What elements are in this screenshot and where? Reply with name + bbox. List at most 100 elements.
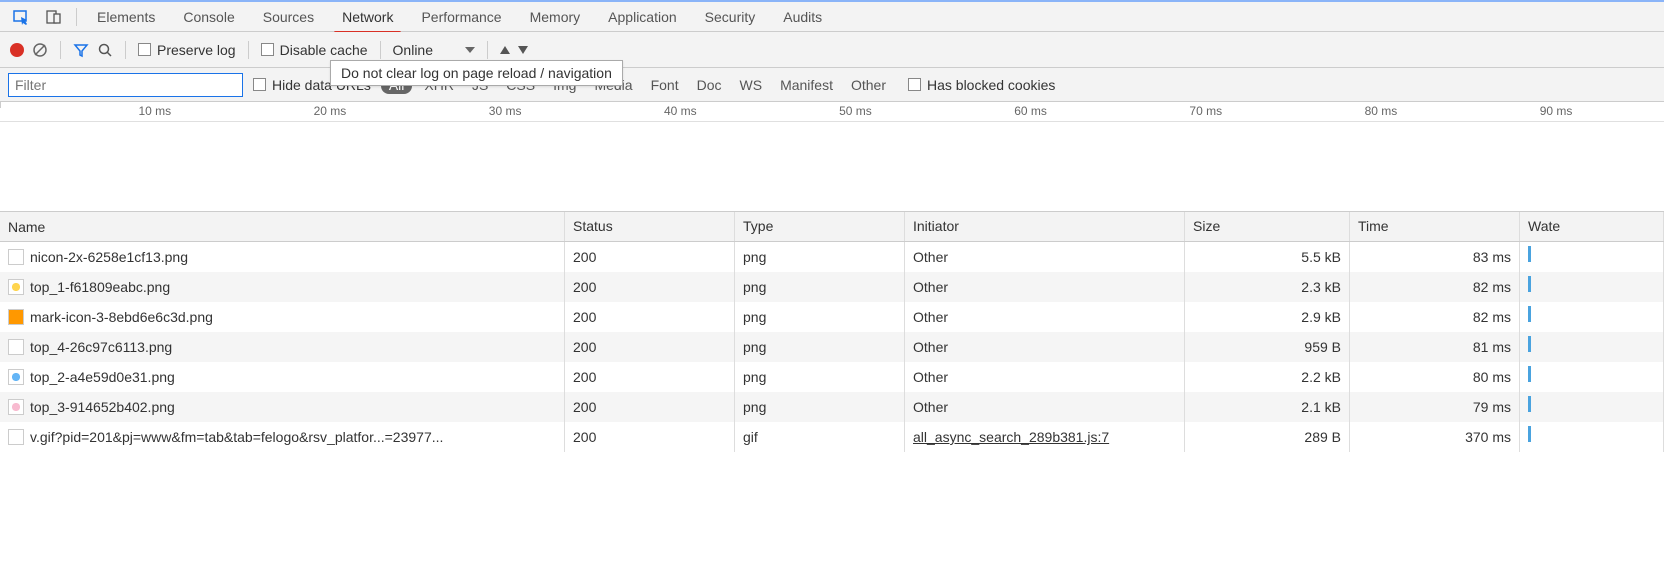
- request-size: 289 B: [1185, 422, 1350, 452]
- throttling-select[interactable]: Online: [393, 42, 475, 58]
- request-time: 370 ms: [1350, 422, 1520, 452]
- request-size: 5.5 kB: [1185, 242, 1350, 272]
- column-size[interactable]: Size: [1185, 212, 1350, 241]
- tab-sources[interactable]: Sources: [249, 1, 328, 33]
- chevron-down-icon: [465, 47, 475, 53]
- request-status: 200: [565, 302, 735, 332]
- clear-button[interactable]: [32, 42, 48, 58]
- request-status: 200: [565, 422, 735, 452]
- has-blocked-cookies-checkbox[interactable]: Has blocked cookies: [908, 77, 1055, 93]
- request-initiator: Other: [905, 242, 1185, 272]
- request-initiator: Other: [905, 332, 1185, 362]
- request-time: 83 ms: [1350, 242, 1520, 272]
- checkbox-icon: [253, 78, 266, 91]
- inspect-icon[interactable]: [10, 5, 34, 29]
- file-icon: [8, 399, 24, 415]
- initiator-link[interactable]: all_async_search_289b381.js:7: [913, 429, 1109, 445]
- tab-memory[interactable]: Memory: [516, 1, 595, 33]
- table-row[interactable]: top_1-f61809eabc.png200pngOther2.3 kB82 …: [0, 272, 1664, 302]
- request-type: png: [735, 332, 905, 362]
- filter-input[interactable]: [8, 73, 243, 97]
- request-waterfall: [1520, 302, 1664, 332]
- request-waterfall: [1520, 242, 1664, 272]
- request-size: 959 B: [1185, 332, 1350, 362]
- filter-type-font[interactable]: Font: [645, 75, 685, 95]
- tab-elements[interactable]: Elements: [83, 1, 169, 33]
- request-name: v.gif?pid=201&pj=www&fm=tab&tab=felogo&r…: [30, 422, 443, 452]
- column-initiator[interactable]: Initiator: [905, 212, 1185, 241]
- column-time[interactable]: Time: [1350, 212, 1520, 241]
- request-time: 82 ms: [1350, 272, 1520, 302]
- timeline-tick: 20 ms: [314, 104, 347, 118]
- table-row[interactable]: top_2-a4e59d0e31.png200pngOther2.2 kB80 …: [0, 362, 1664, 392]
- timeline-tick: 60 ms: [1014, 104, 1047, 118]
- tooltip: Do not clear log on page reload / naviga…: [330, 60, 623, 86]
- checkbox-icon: [908, 78, 921, 91]
- preserve-log-label: Preserve log: [157, 42, 236, 58]
- filter-toggle-icon[interactable]: [73, 42, 89, 58]
- has-blocked-label: Has blocked cookies: [927, 77, 1055, 93]
- request-name: top_3-914652b402.png: [30, 392, 175, 422]
- timeline-tick: 50 ms: [839, 104, 872, 118]
- request-waterfall: [1520, 272, 1664, 302]
- request-time: 80 ms: [1350, 362, 1520, 392]
- tab-performance[interactable]: Performance: [407, 1, 515, 33]
- table-row[interactable]: top_4-26c97c6113.png 200pngOther959 B81 m…: [0, 332, 1664, 362]
- request-initiator: Other: [905, 272, 1185, 302]
- timeline-tick: 30 ms: [489, 104, 522, 118]
- request-waterfall: [1520, 332, 1664, 362]
- upload-har-icon[interactable]: [500, 46, 510, 54]
- device-toggle-icon[interactable]: [42, 5, 66, 29]
- request-time: 81 ms: [1350, 332, 1520, 362]
- request-table-body: nicon-2x-6258e1cf13.png200pngOther5.5 kB…: [0, 242, 1664, 452]
- request-name: top_1-f61809eabc.png: [30, 272, 170, 302]
- request-type: png: [735, 302, 905, 332]
- record-button[interactable]: [10, 43, 24, 57]
- column-name[interactable]: Name: [0, 212, 565, 241]
- request-status: 200: [565, 272, 735, 302]
- request-status: 200: [565, 362, 735, 392]
- file-icon: [8, 309, 24, 325]
- file-icon: [8, 279, 24, 295]
- table-row[interactable]: mark-icon-3-8ebd6e6c3d.png200pngOther2.9…: [0, 302, 1664, 332]
- filter-type-ws[interactable]: WS: [734, 75, 769, 95]
- separator: [487, 41, 488, 59]
- timeline-overview[interactable]: 10 ms20 ms30 ms40 ms50 ms60 ms70 ms80 ms…: [0, 102, 1664, 212]
- download-har-icon[interactable]: [518, 46, 528, 54]
- tab-network[interactable]: Network: [328, 1, 407, 33]
- devtools-tabbar: ElementsConsoleSourcesNetworkPerformance…: [0, 0, 1664, 32]
- request-size: 2.1 kB: [1185, 392, 1350, 422]
- request-size: 2.2 kB: [1185, 362, 1350, 392]
- request-name: top_4-26c97c6113.png: [30, 332, 172, 362]
- column-type[interactable]: Type: [735, 212, 905, 241]
- separator: [60, 41, 61, 59]
- file-icon: [8, 249, 24, 265]
- table-row[interactable]: top_3-914652b402.png200pngOther2.1 kB79 …: [0, 392, 1664, 422]
- tab-audits[interactable]: Audits: [769, 1, 836, 33]
- separator: [125, 41, 126, 59]
- column-waterfall[interactable]: Wate: [1520, 212, 1664, 241]
- checkbox-icon: [261, 43, 274, 56]
- tab-security[interactable]: Security: [691, 1, 770, 33]
- request-type: png: [735, 362, 905, 392]
- search-icon[interactable]: [97, 42, 113, 58]
- disable-cache-checkbox[interactable]: Disable cache: [261, 42, 368, 58]
- request-table-header: Name Status Type Initiator Size Time Wat…: [0, 212, 1664, 242]
- timeline-tick: 70 ms: [1189, 104, 1222, 118]
- table-row[interactable]: nicon-2x-6258e1cf13.png200pngOther5.5 kB…: [0, 242, 1664, 272]
- request-waterfall: [1520, 392, 1664, 422]
- request-status: 200: [565, 332, 735, 362]
- filter-type-doc[interactable]: Doc: [691, 75, 728, 95]
- filter-type-other[interactable]: Other: [845, 75, 892, 95]
- tab-application[interactable]: Application: [594, 1, 691, 33]
- separator: [76, 8, 77, 26]
- filter-type-manifest[interactable]: Manifest: [774, 75, 839, 95]
- table-row[interactable]: v.gif?pid=201&pj=www&fm=tab&tab=felogo&r…: [0, 422, 1664, 452]
- preserve-log-checkbox[interactable]: Preserve log: [138, 42, 236, 58]
- tab-console[interactable]: Console: [169, 1, 248, 33]
- file-icon: [8, 339, 24, 355]
- request-waterfall: [1520, 422, 1664, 452]
- request-name: top_2-a4e59d0e31.png: [30, 362, 175, 392]
- request-size: 2.9 kB: [1185, 302, 1350, 332]
- column-status[interactable]: Status: [565, 212, 735, 241]
